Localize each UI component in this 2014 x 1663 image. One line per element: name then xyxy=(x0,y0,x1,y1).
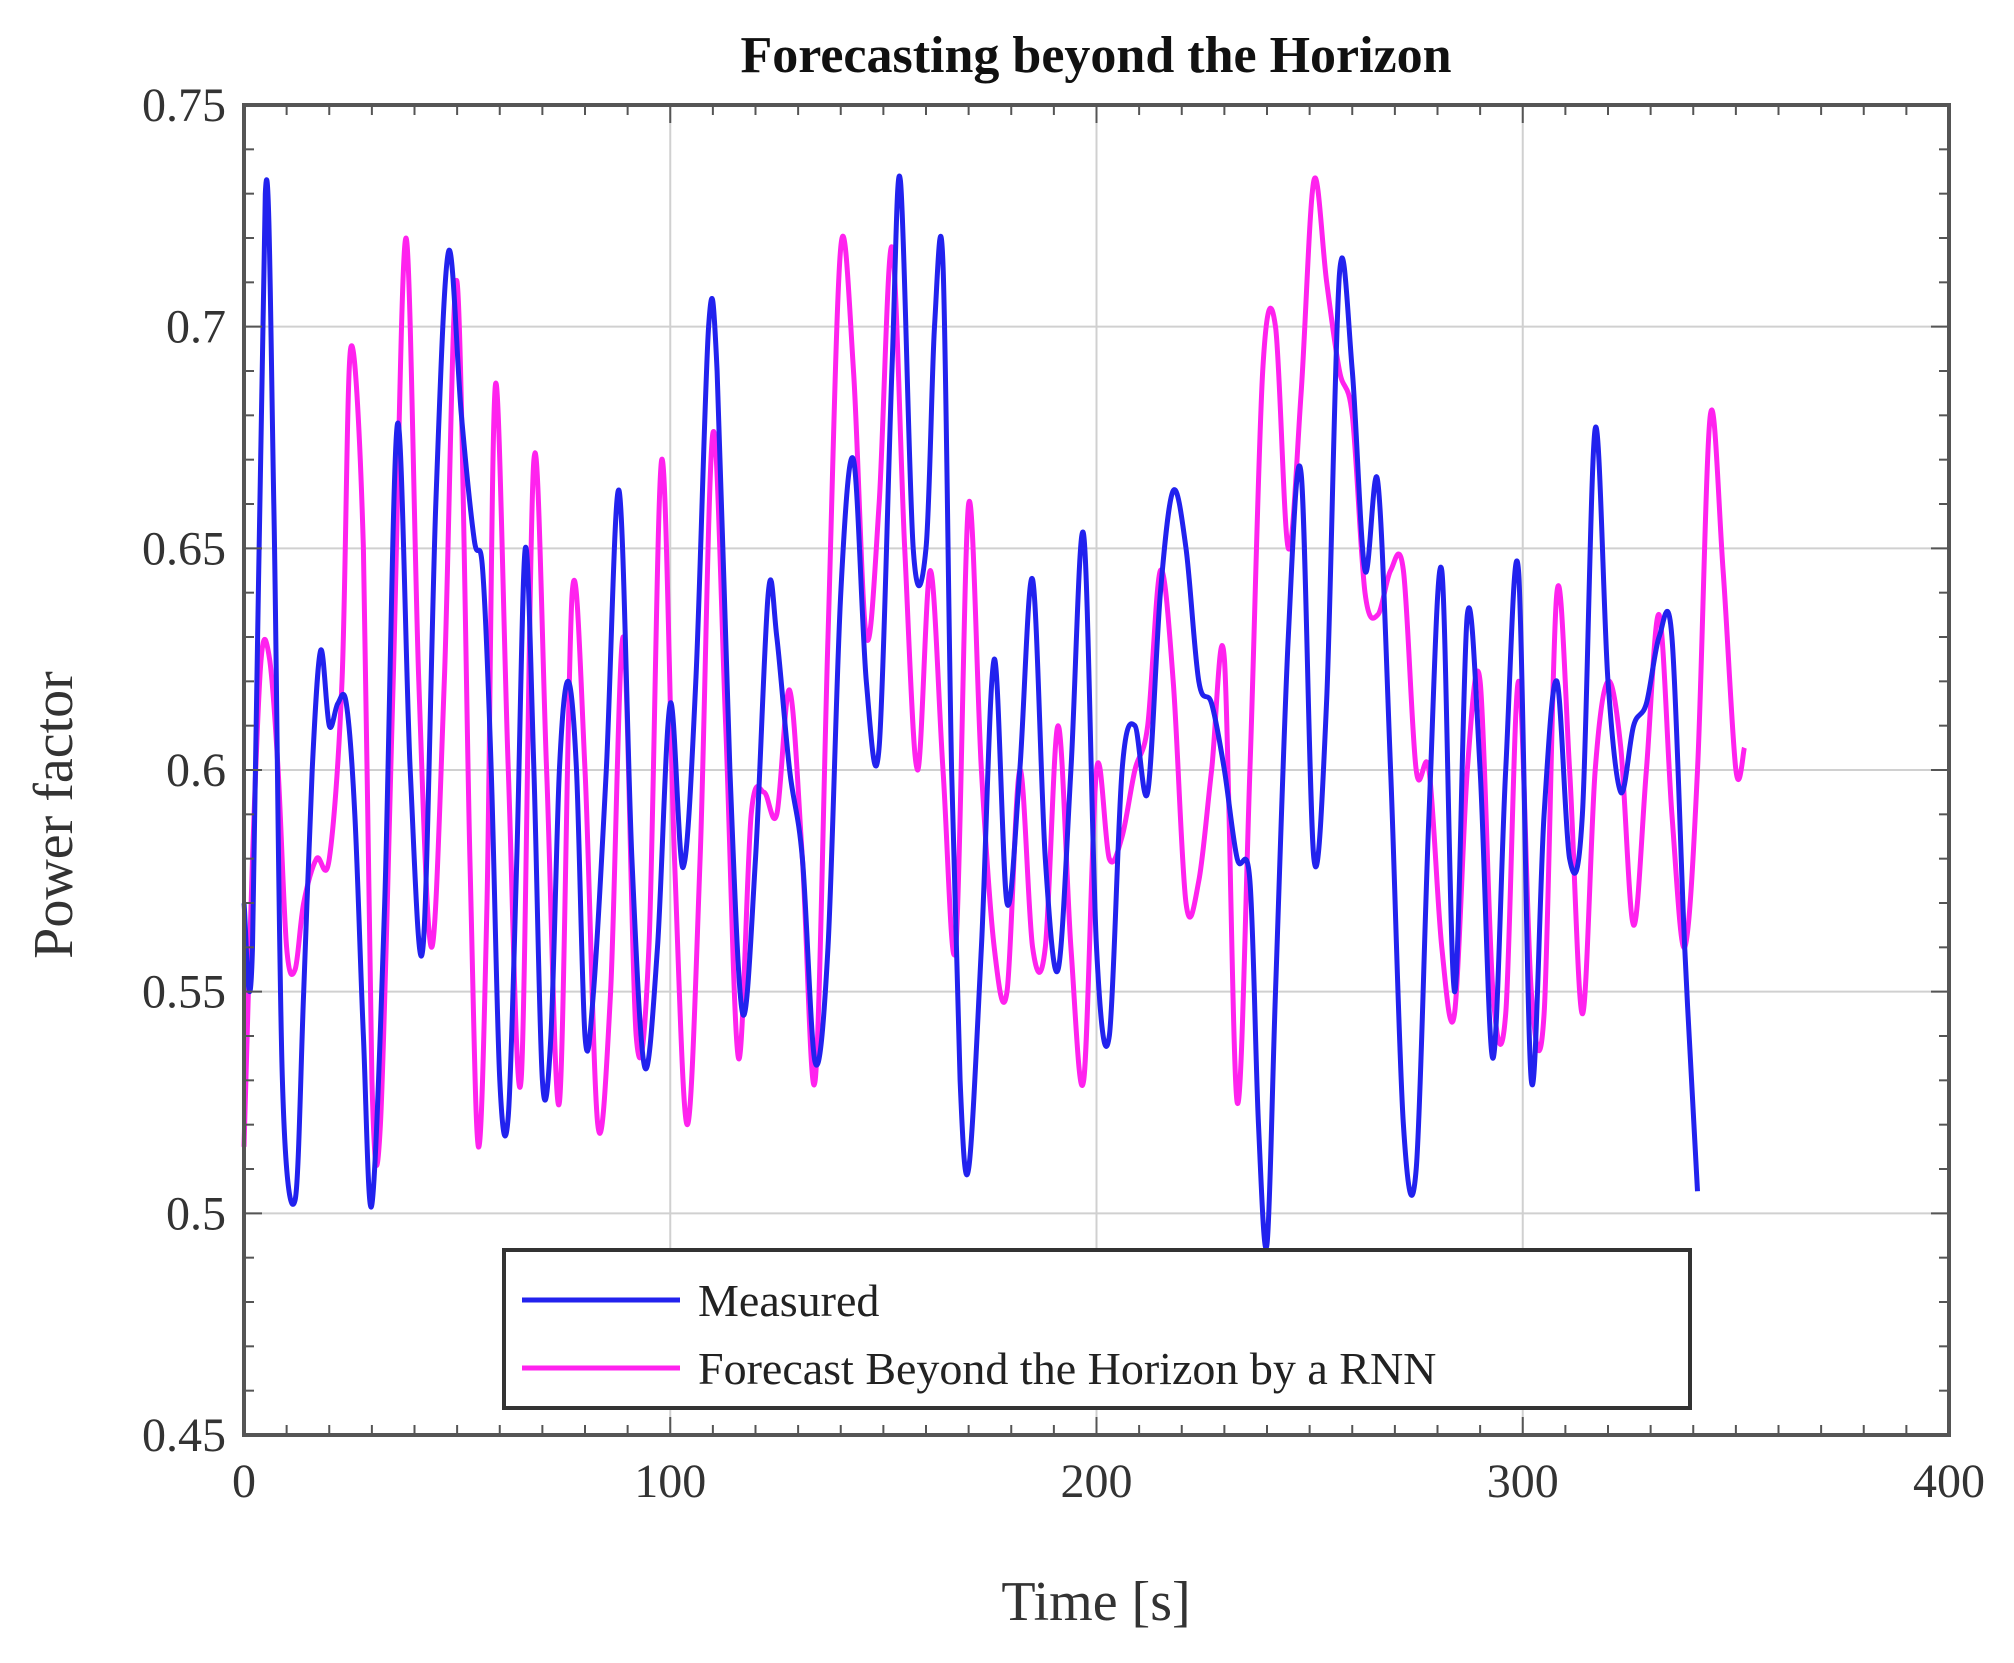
legend-label-forecast: Forecast Beyond the Horizon by a RNN xyxy=(698,1343,1436,1394)
y-tick-label: 0.45 xyxy=(142,1409,226,1462)
y-tick-label: 0.7 xyxy=(166,301,226,354)
x-tick-label: 200 xyxy=(1061,1455,1133,1508)
x-tick-label: 300 xyxy=(1487,1455,1559,1508)
y-tick-label: 0.6 xyxy=(166,744,226,797)
x-tick-label: 0 xyxy=(232,1455,256,1508)
ticks: 0 100 200 300 400 0.45 0.5 0.55 0.6 0.65 0.7 0.75 xyxy=(142,79,1985,1508)
series-measured-line xyxy=(241,173,1700,1251)
series-forecast-line xyxy=(241,175,1747,1168)
y-tick-label: 0.75 xyxy=(142,79,226,132)
y-axis-label: Power factor xyxy=(23,671,85,959)
y-tick-label: 0.55 xyxy=(142,966,226,1019)
legend-box xyxy=(502,1248,1692,1410)
chart-title: Forecasting beyond the Horizon xyxy=(740,27,1451,84)
x-tick-label: 100 xyxy=(634,1455,706,1508)
series-layer xyxy=(241,173,1747,1251)
legend: Measured Forecast Beyond the Horizon by … xyxy=(502,1248,1692,1410)
legend-label-measured: Measured xyxy=(698,1275,879,1326)
x-tick-label: 400 xyxy=(1913,1455,1985,1508)
x-axis-label: Time [s] xyxy=(1001,1571,1190,1633)
y-tick-label: 0.65 xyxy=(142,522,226,575)
y-tick-label: 0.5 xyxy=(166,1187,226,1240)
